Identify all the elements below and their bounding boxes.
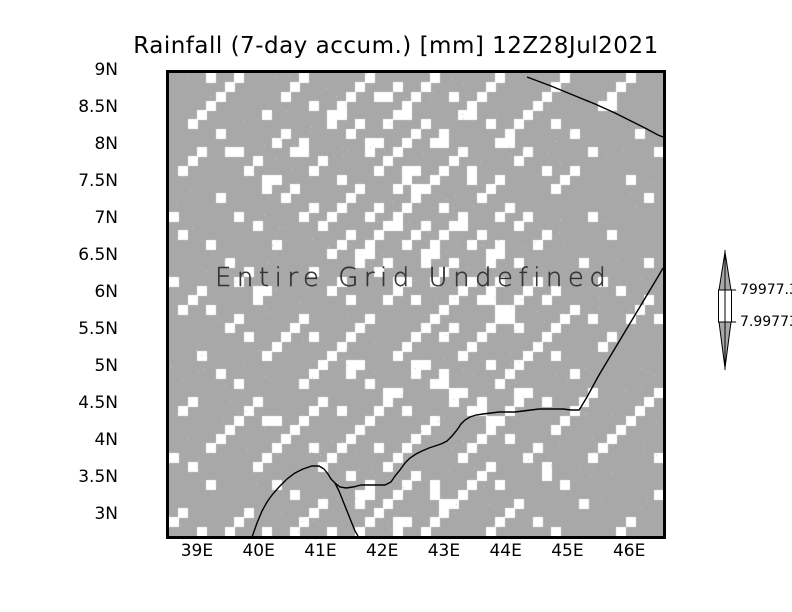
x-axis-tick [261,536,263,539]
y-axis-tick [166,405,169,407]
y-axis-tick [166,368,169,370]
x-axis-label: 41E [304,541,337,561]
x-axis-label: 46E [612,541,646,561]
entire-grid-undefined-note: Entire Grid Undefined [215,263,612,293]
y-axis-label: 6.5N [78,245,118,266]
y-axis-label: 6N [94,282,118,303]
colorbar: 79977.3 7.99773 [714,250,792,370]
y-axis-tick [166,294,169,296]
y-axis-label: 3.5N [78,467,118,488]
y-axis-label: 5N [94,356,118,377]
y-axis-tick [166,220,169,222]
y-axis-tick [166,72,169,74]
plot-area: Entire Grid Undefined [166,70,666,539]
y-axis-label: 7.5N [78,171,118,192]
x-axis-tick [569,536,571,539]
y-axis-tick [166,479,169,481]
rainfall-raster [169,73,663,536]
x-axis-tick [508,536,510,539]
y-axis-tick [166,109,169,111]
y-axis-label: 4N [94,430,118,451]
page-title: Rainfall (7-day accum.) [mm] 12Z28Jul202… [133,33,659,59]
x-axis-label: 39E [180,541,214,561]
x-axis-label: 40E [242,541,275,561]
x-axis-tick [322,536,324,539]
y-axis-label: 9N [94,60,118,80]
y-axis-label: 7N [94,208,118,229]
y-axis-label: 4.5N [78,393,118,414]
x-axis-label: 42E [365,541,399,561]
y-axis-label: 5.5N [78,319,118,340]
colorbar-upper-label: 79977.3 [740,282,792,298]
y-axis-tick [166,257,169,259]
y-axis-tick [166,146,169,148]
x-axis-label: 44E [489,541,522,561]
plot-inner: Entire Grid Undefined [169,73,663,536]
y-axis-tick [166,331,169,333]
x-axis-label: 43E [427,541,461,561]
y-axis-tick [166,183,169,185]
colorbar-lower-label: 7.99773 [740,314,792,330]
x-axis-label: 45E [551,541,584,561]
y-axis-tick [166,516,169,518]
x-axis-tick [384,536,386,539]
y-axis-label: 8N [94,134,118,155]
x-axis-tick [446,536,448,539]
y-axis-label: 8.5N [78,97,118,118]
y-axis-tick [166,442,169,444]
x-axis-tick [199,536,201,539]
y-axis-label: 3N [94,504,118,525]
x-axis-tick [631,536,633,539]
